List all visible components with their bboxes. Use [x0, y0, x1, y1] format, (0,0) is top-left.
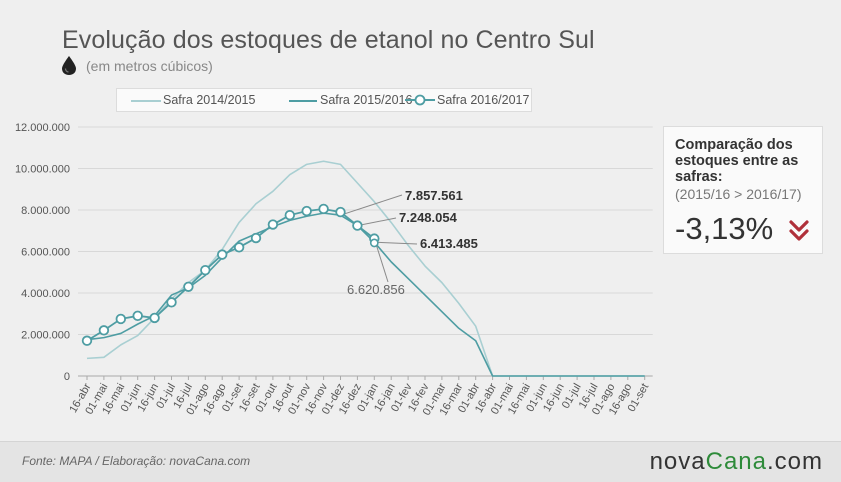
brand-logo: novaCana.com: [649, 448, 823, 475]
series-point-2016: [166, 297, 177, 308]
series-point-2016: [81, 335, 93, 346]
series-line-2014: [86, 160, 645, 377]
y-tick-label: 12.000.000: [15, 122, 70, 134]
series-point-2016: [267, 219, 279, 230]
series-point-2016: [318, 203, 329, 215]
series-point-2016: [233, 242, 245, 253]
series-point-2016: [352, 220, 363, 231]
legend-swatch-2015: [289, 100, 317, 102]
y-tick-label: 4.000.000: [21, 288, 70, 300]
source-note: Fonte: MAPA / Elaboração: novaCana.com: [22, 454, 251, 468]
series-point-2016: [98, 325, 110, 336]
footer: Fonte: MAPA / Elaboração: novaCana.com n…: [0, 441, 841, 482]
series-point-2016: [183, 281, 194, 292]
annotation-leader: [357, 217, 397, 227]
y-tick-label: 0: [64, 371, 70, 383]
legend-swatch-2014: [131, 100, 161, 102]
chart-legend: Safra 2014/2015 Safra 2015/2016 Safra 20…: [116, 88, 532, 112]
comparison-box: Comparação dos estoques entre as safras:…: [663, 126, 823, 254]
series-line-2016: [86, 208, 375, 342]
drop-icon: [62, 56, 76, 75]
y-tick-label: 10.000.000: [15, 164, 70, 176]
series-point-2016: [335, 206, 346, 218]
legend-label-2016: Safra 2016/2017: [437, 93, 530, 107]
legend-swatch-2016: [405, 94, 435, 106]
chart-title: Evolução dos estoques de etanol no Centr…: [62, 26, 595, 54]
series-point-2016: [200, 264, 211, 276]
data-label: 7.857.561: [405, 188, 463, 203]
series-point-2016: [250, 232, 262, 244]
legend-label-2015: Safra 2015/2016: [320, 93, 413, 107]
chart-subtitle: (em metros cúbicos): [86, 58, 213, 74]
legend-label-2014: Safra 2014/2015: [163, 93, 256, 107]
series-point-2016: [149, 312, 160, 324]
series-point-2016: [132, 310, 143, 322]
series-point-2015: [369, 238, 379, 248]
data-label: 7.248.054: [399, 210, 458, 225]
y-tick-label: 2.000.000: [21, 330, 70, 342]
series-point-2016: [284, 209, 296, 221]
comparison-subheading: (2015/16 > 2016/17): [675, 186, 802, 202]
data-label: 6.620.856: [347, 282, 405, 297]
comparison-value: -3,13%: [675, 211, 774, 246]
line-chart: 0 2.000.000 4.000.000 6.000.000 8.000.000 10.…: [15, 122, 653, 418]
series-point-2016: [216, 249, 228, 260]
series-point-2016: [115, 313, 127, 325]
y-tick-label: 8.000.000: [21, 205, 70, 217]
annotation-leader: [374, 241, 418, 245]
comparison-heading: Comparação dos estoques entre as safras:: [675, 137, 799, 185]
annotation-leader: [340, 194, 403, 216]
y-tick-label: 6.000.000: [21, 247, 70, 259]
double-chevron-down-icon: [789, 220, 809, 241]
series-point-2016: [301, 205, 312, 217]
series-line-2015: [86, 212, 645, 377]
data-label: 6.413.485: [420, 236, 478, 251]
